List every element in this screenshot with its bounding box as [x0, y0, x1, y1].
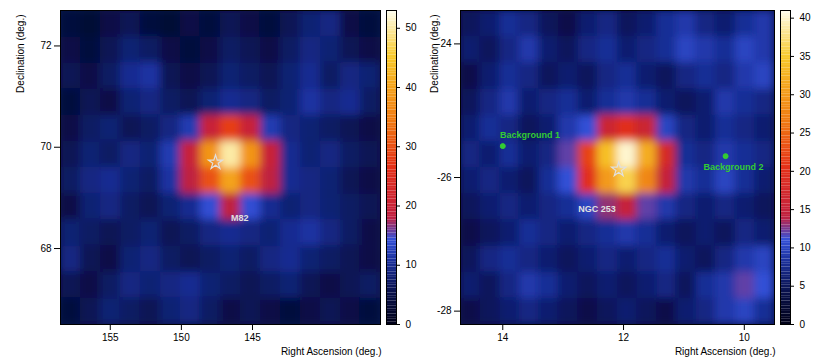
- svg-text:50: 50: [406, 22, 418, 33]
- svg-text:40: 40: [406, 82, 418, 93]
- svg-text:M82: M82: [231, 213, 249, 223]
- svg-text:35: 35: [800, 51, 812, 62]
- svg-text:0: 0: [406, 319, 412, 330]
- svg-text:NGC 253: NGC 253: [578, 204, 616, 214]
- svg-text:Background 2: Background 2: [703, 162, 763, 172]
- svg-text:150: 150: [173, 332, 190, 343]
- svg-text:30: 30: [800, 89, 812, 100]
- svg-text:0: 0: [800, 319, 806, 330]
- svg-text:Declination (deg.): Declination (deg.): [15, 15, 26, 93]
- svg-text:68: 68: [40, 243, 52, 254]
- svg-text:40: 40: [800, 12, 812, 23]
- svg-text:-26: -26: [437, 172, 452, 183]
- svg-text:72: 72: [40, 40, 52, 51]
- svg-text:70: 70: [40, 141, 52, 152]
- svg-text:30: 30: [406, 141, 418, 152]
- svg-text:-24: -24: [437, 38, 452, 50]
- svg-text:155: 155: [102, 332, 119, 343]
- svg-text:10: 10: [406, 259, 418, 270]
- svg-text:Right Ascension (deg.): Right Ascension (deg.): [281, 346, 382, 357]
- svg-text:10: 10: [739, 332, 751, 343]
- svg-text:12: 12: [618, 332, 630, 343]
- svg-text:Right Ascension (deg.): Right Ascension (deg.): [675, 346, 776, 357]
- svg-text:Background 1: Background 1: [500, 130, 560, 140]
- svg-text:25: 25: [800, 127, 812, 138]
- svg-text:20: 20: [406, 200, 418, 211]
- svg-text:5: 5: [800, 280, 806, 291]
- svg-text:145: 145: [244, 332, 261, 343]
- svg-text:15: 15: [800, 204, 812, 215]
- svg-text:10: 10: [800, 242, 812, 253]
- svg-text:-28: -28: [437, 305, 452, 316]
- svg-text:Declination (deg.): Declination (deg.): [429, 15, 440, 93]
- svg-text:20: 20: [800, 166, 812, 177]
- svg-text:14: 14: [497, 332, 509, 343]
